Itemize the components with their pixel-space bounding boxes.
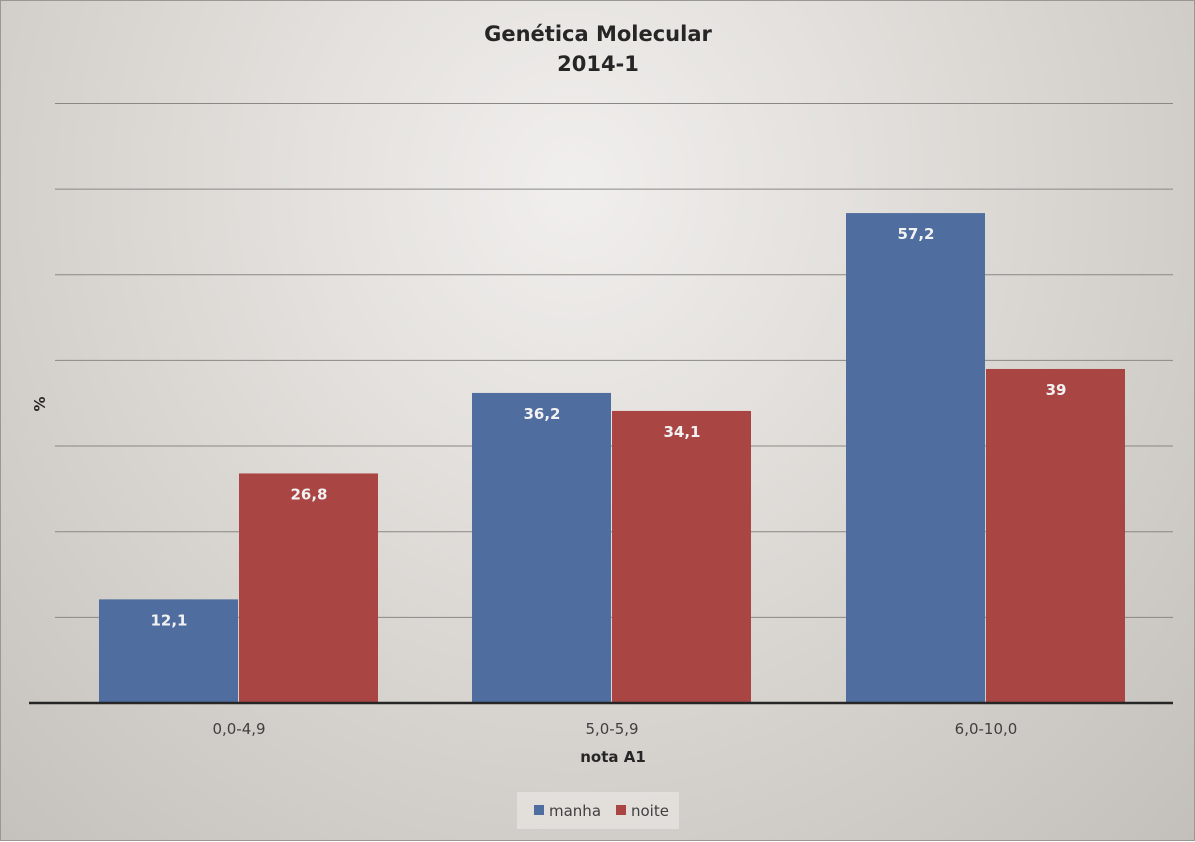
data-labels: 12,1 26,8 36,2 34,1 57,2 39 (150, 225, 1066, 629)
x-tick-label-1: 5,0-5,9 (585, 720, 638, 738)
data-label-manha-1: 36,2 (523, 405, 560, 423)
x-tick-label-0: 0,0-4,9 (212, 720, 265, 738)
chart-subtitle: 2014-1 (557, 52, 639, 76)
legend-label-noite: noite (631, 802, 669, 820)
legend-swatch-noite (616, 805, 626, 815)
data-label-manha-0: 12,1 (150, 611, 187, 629)
x-tick-label-2: 6,0-10,0 (955, 720, 1018, 738)
bars (99, 213, 1125, 703)
bar-noite-2 (986, 368, 1125, 703)
data-label-noite-0: 26,8 (290, 485, 327, 503)
bar-noite-1 (612, 410, 751, 703)
y-axis-title: % (31, 396, 49, 411)
legend-swatch-manha (534, 805, 544, 815)
x-axis-title: nota A1 (580, 748, 646, 766)
chart-title: Genética Molecular (484, 22, 712, 46)
data-label-manha-2: 57,2 (897, 225, 934, 243)
bar-noite-0 (239, 473, 378, 703)
x-tick-labels: 0,0-4,9 5,0-5,9 6,0-10,0 (212, 720, 1017, 738)
data-label-noite-1: 34,1 (663, 423, 700, 441)
bar-manha-1 (472, 392, 611, 703)
bar-manha-2 (846, 213, 985, 703)
data-label-noite-2: 39 (1046, 381, 1067, 399)
bar-manha-0 (99, 599, 238, 703)
legend: manha noite (517, 792, 679, 829)
legend-label-manha: manha (549, 802, 601, 820)
